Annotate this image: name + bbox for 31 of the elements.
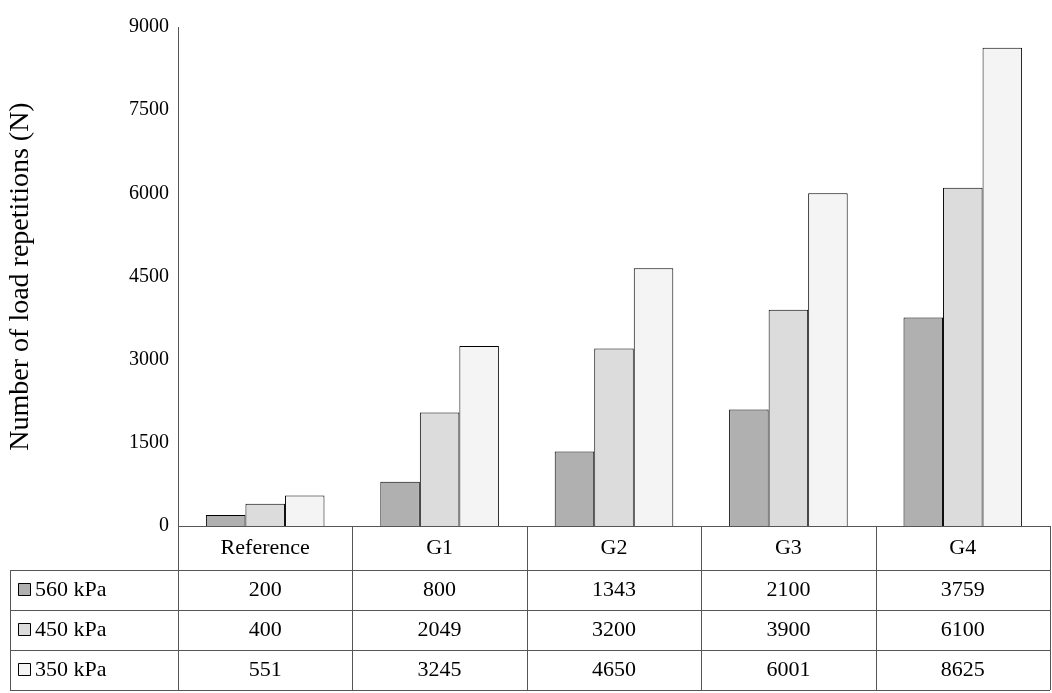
- data-label: 4650: [592, 655, 636, 681]
- x-tick-label: G2: [600, 533, 628, 559]
- y-tick-label: 6000: [129, 180, 169, 203]
- y-tick-label: 4500: [129, 263, 169, 286]
- legend-label: 560 kPa: [35, 575, 107, 601]
- data-label: 2100: [766, 575, 811, 601]
- legend-label: 450 kPa: [35, 615, 107, 641]
- data-label: 6001: [766, 655, 811, 681]
- y-tick-label: 1500: [129, 430, 169, 453]
- data-label: 8625: [940, 655, 985, 681]
- x-tick-label: G4: [949, 533, 977, 559]
- legend-label: 350 kPa: [35, 655, 107, 681]
- y-axis-title: Number of load repetitions (N): [3, 102, 35, 451]
- data-label: 3200: [592, 615, 636, 641]
- data-label: 3759: [940, 575, 985, 601]
- y-tick-label: 7500: [129, 97, 169, 120]
- data-label: 200: [248, 575, 282, 601]
- data-label: 400: [248, 615, 282, 641]
- y-tick-label: 9000: [129, 14, 169, 37]
- y-tick-label: 0: [159, 513, 169, 536]
- data-label: 1343: [592, 575, 636, 601]
- data-label: 800: [423, 575, 457, 601]
- data-label: 551: [248, 655, 282, 681]
- data-label: 2049: [417, 615, 462, 641]
- x-tick-label: G3: [774, 533, 802, 559]
- data-label: 3245: [417, 655, 462, 681]
- x-tick-label: Reference: [220, 533, 310, 559]
- x-tick-label: G1: [426, 533, 454, 559]
- data-label: 3900: [766, 615, 811, 641]
- data-label: 6100: [940, 615, 985, 641]
- y-tick-label: 3000: [129, 346, 169, 369]
